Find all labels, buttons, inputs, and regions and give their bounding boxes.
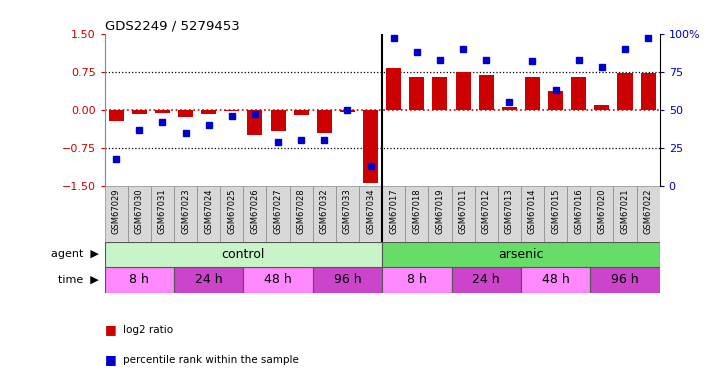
- Text: 96 h: 96 h: [334, 273, 361, 286]
- Text: GSM67018: GSM67018: [412, 189, 421, 234]
- Bar: [267, 186, 290, 242]
- Text: 48 h: 48 h: [264, 273, 292, 286]
- Bar: [290, 186, 313, 242]
- Bar: [571, 77, 586, 110]
- Text: 8 h: 8 h: [407, 273, 427, 286]
- Bar: [243, 267, 313, 292]
- Bar: [567, 186, 590, 242]
- Bar: [428, 186, 451, 242]
- Text: GSM67034: GSM67034: [366, 189, 375, 234]
- Text: GDS2249 / 5279453: GDS2249 / 5279453: [105, 20, 239, 33]
- Bar: [479, 75, 494, 110]
- Bar: [340, 110, 355, 112]
- Text: GSM67032: GSM67032: [320, 189, 329, 234]
- Bar: [451, 267, 521, 292]
- Text: 8 h: 8 h: [129, 273, 149, 286]
- Bar: [525, 77, 540, 110]
- Text: GSM67025: GSM67025: [227, 189, 236, 234]
- Text: GSM67022: GSM67022: [644, 189, 653, 234]
- Text: 96 h: 96 h: [611, 273, 639, 286]
- Bar: [105, 186, 128, 242]
- Bar: [548, 91, 563, 110]
- Bar: [433, 77, 448, 110]
- Text: GSM67030: GSM67030: [135, 189, 143, 234]
- Text: control: control: [221, 248, 265, 261]
- Bar: [410, 77, 425, 110]
- Text: GSM67011: GSM67011: [459, 189, 468, 234]
- Bar: [105, 267, 174, 292]
- Bar: [247, 110, 262, 135]
- Text: GSM67017: GSM67017: [389, 189, 398, 234]
- Bar: [382, 186, 405, 242]
- Text: time  ▶: time ▶: [58, 275, 99, 285]
- Bar: [497, 186, 521, 242]
- Bar: [313, 267, 382, 292]
- Text: GSM67026: GSM67026: [250, 189, 260, 234]
- Bar: [382, 242, 660, 267]
- Bar: [201, 110, 216, 114]
- Text: GSM67019: GSM67019: [435, 189, 444, 234]
- Text: 48 h: 48 h: [541, 273, 570, 286]
- Bar: [132, 110, 147, 114]
- Text: GSM67028: GSM67028: [296, 189, 306, 234]
- Text: ■: ■: [105, 324, 116, 336]
- Bar: [614, 186, 637, 242]
- Text: GSM67014: GSM67014: [528, 189, 537, 234]
- Bar: [197, 186, 220, 242]
- Bar: [313, 186, 336, 242]
- Text: GSM67012: GSM67012: [482, 189, 491, 234]
- Bar: [224, 110, 239, 111]
- Text: GSM67033: GSM67033: [343, 189, 352, 234]
- Bar: [174, 267, 243, 292]
- Bar: [109, 110, 123, 121]
- Text: GSM67024: GSM67024: [204, 189, 213, 234]
- Bar: [641, 74, 655, 110]
- Bar: [637, 186, 660, 242]
- Text: agent  ▶: agent ▶: [51, 249, 99, 259]
- Text: GSM67016: GSM67016: [574, 189, 583, 234]
- Bar: [590, 267, 660, 292]
- Text: percentile rank within the sample: percentile rank within the sample: [123, 355, 298, 365]
- Text: ■: ■: [105, 354, 116, 366]
- Bar: [178, 110, 193, 117]
- Bar: [521, 186, 544, 242]
- Text: GSM67021: GSM67021: [621, 189, 629, 234]
- Text: log2 ratio: log2 ratio: [123, 325, 173, 335]
- Text: GSM67027: GSM67027: [273, 189, 283, 234]
- Bar: [155, 110, 170, 113]
- Bar: [243, 186, 267, 242]
- Bar: [128, 186, 151, 242]
- Bar: [382, 267, 451, 292]
- Bar: [474, 186, 497, 242]
- Bar: [270, 110, 286, 131]
- Text: 24 h: 24 h: [195, 273, 223, 286]
- Bar: [336, 186, 359, 242]
- Bar: [220, 186, 243, 242]
- Text: GSM67029: GSM67029: [112, 189, 120, 234]
- Bar: [359, 186, 382, 242]
- Bar: [544, 186, 567, 242]
- Text: GSM67031: GSM67031: [158, 189, 167, 234]
- Text: 24 h: 24 h: [472, 273, 500, 286]
- Bar: [521, 267, 590, 292]
- Bar: [293, 110, 309, 115]
- Bar: [363, 110, 378, 183]
- Text: GSM67020: GSM67020: [598, 189, 606, 234]
- Bar: [105, 242, 382, 267]
- Bar: [502, 107, 517, 110]
- Bar: [151, 186, 174, 242]
- Text: GSM67023: GSM67023: [181, 189, 190, 234]
- Bar: [594, 105, 609, 110]
- Bar: [174, 186, 197, 242]
- Bar: [317, 110, 332, 133]
- Text: arsenic: arsenic: [498, 248, 544, 261]
- Text: GSM67015: GSM67015: [551, 189, 560, 234]
- Bar: [590, 186, 614, 242]
- Bar: [617, 74, 632, 110]
- Text: GSM67013: GSM67013: [505, 189, 514, 234]
- Bar: [456, 72, 471, 110]
- Bar: [451, 186, 474, 242]
- Bar: [386, 68, 401, 110]
- Bar: [405, 186, 428, 242]
